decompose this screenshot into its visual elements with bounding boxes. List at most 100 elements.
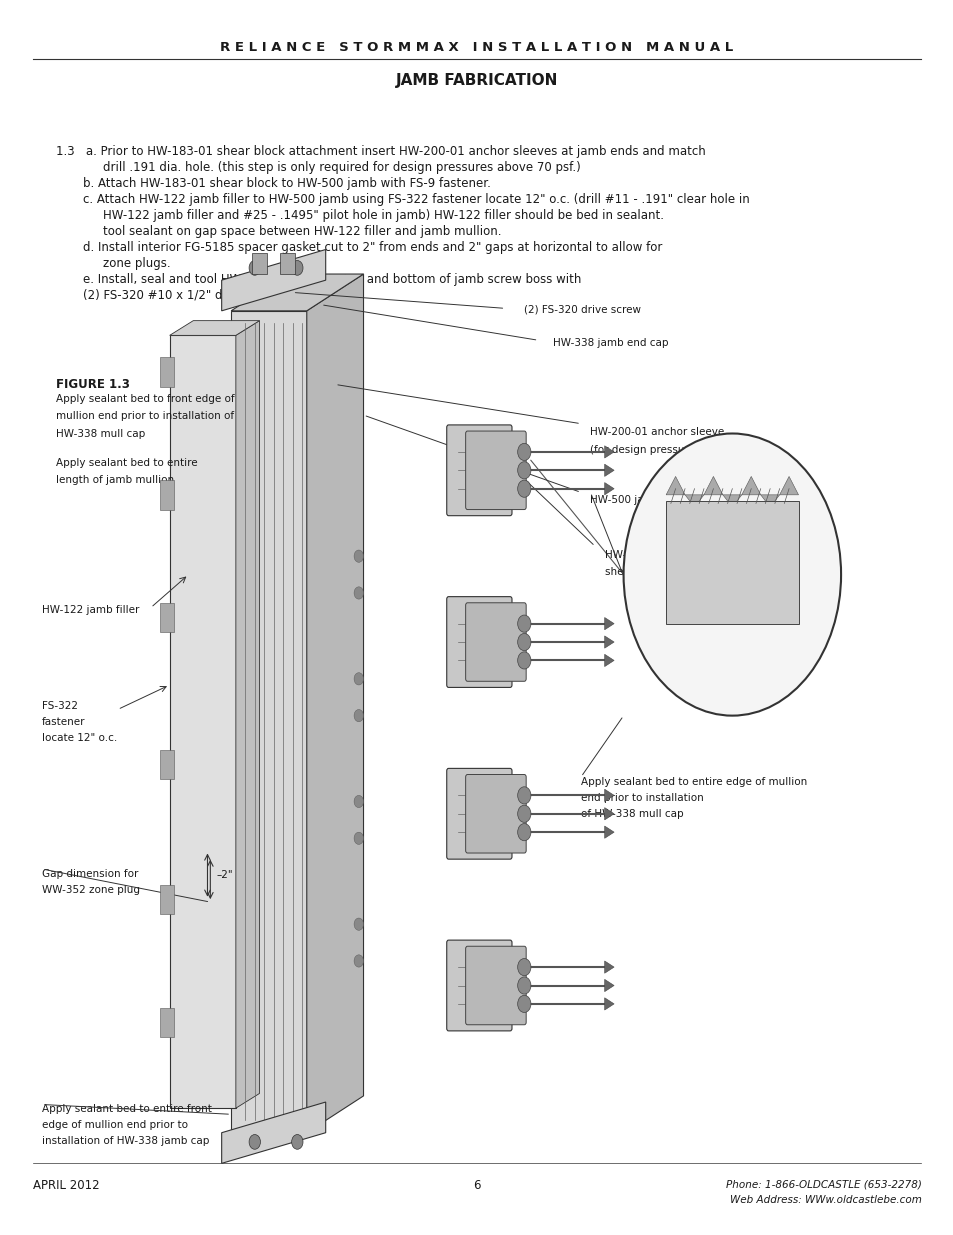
Text: HW-500 jamb mullion: HW-500 jamb mullion [590, 495, 702, 505]
Text: HW-338 mull cap: HW-338 mull cap [56, 429, 145, 438]
Circle shape [354, 550, 363, 562]
Polygon shape [760, 495, 779, 508]
Text: tool sealant on gap space between HW-122 filler and jamb mullion.: tool sealant on gap space between HW-122… [103, 225, 501, 238]
Text: APRIL 2012: APRIL 2012 [32, 1179, 99, 1192]
Text: installation of HW-338 jamb cap: installation of HW-338 jamb cap [42, 1136, 209, 1146]
Polygon shape [160, 357, 174, 387]
Circle shape [354, 955, 363, 967]
FancyBboxPatch shape [465, 946, 526, 1025]
Circle shape [354, 673, 363, 685]
Polygon shape [221, 249, 325, 311]
Text: drill .191 dia. hole. (this step is only required for design pressures above 70 : drill .191 dia. hole. (this step is only… [103, 162, 580, 174]
Polygon shape [703, 477, 722, 495]
Text: Phone: 1-866-OLDCASTLE (653-2278): Phone: 1-866-OLDCASTLE (653-2278) [725, 1179, 921, 1189]
Circle shape [249, 1135, 260, 1150]
Circle shape [517, 958, 531, 976]
Circle shape [517, 462, 531, 479]
Text: c. Attach HW-122 jamb filler to HW-500 jamb using FS-322 fastener locate 12" o.c: c. Attach HW-122 jamb filler to HW-500 j… [83, 193, 749, 206]
Circle shape [292, 261, 303, 275]
Circle shape [517, 805, 531, 823]
Text: d. Install interior FG-5185 spacer gasket cut to 2" from ends and 2" gaps at hor: d. Install interior FG-5185 spacer gaske… [83, 241, 661, 254]
Polygon shape [604, 961, 614, 973]
Circle shape [623, 433, 841, 715]
Polygon shape [604, 979, 614, 992]
Text: (for design pressures above 70 psf): (for design pressures above 70 psf) [590, 445, 775, 454]
Circle shape [517, 634, 531, 651]
Text: (2) FS-320 #10 x 1/2" drive screws.: (2) FS-320 #10 x 1/2" drive screws. [83, 289, 293, 301]
Polygon shape [170, 321, 259, 336]
Polygon shape [604, 808, 614, 820]
Text: (2) FS-320 drive screw: (2) FS-320 drive screw [524, 305, 640, 315]
Text: JAMB FABRICATION: JAMB FABRICATION [395, 73, 558, 88]
Text: (4) FS-9: (4) FS-9 [651, 624, 692, 634]
Text: fasteners: fasteners [651, 641, 700, 651]
Polygon shape [307, 274, 363, 1132]
Text: zone plugs.: zone plugs. [103, 257, 171, 270]
Text: WW-352 zone plug: WW-352 zone plug [42, 885, 140, 895]
Polygon shape [741, 477, 760, 495]
Polygon shape [604, 789, 614, 802]
Text: edge of mullion end prior to: edge of mullion end prior to [42, 1120, 188, 1130]
Polygon shape [231, 311, 307, 1132]
Polygon shape [160, 480, 174, 510]
Text: HW-200-01 anchor sleeve: HW-200-01 anchor sleeve [590, 427, 724, 437]
Text: Apply sealant bed to entire: Apply sealant bed to entire [56, 458, 197, 468]
Text: R E L I A N C E   S T O R M M A X   I N S T A L L A T I O N   M A N U A L: R E L I A N C E S T O R M M A X I N S T … [220, 41, 733, 53]
Polygon shape [160, 885, 174, 914]
Polygon shape [604, 446, 614, 458]
Polygon shape [160, 750, 174, 779]
Polygon shape [280, 253, 295, 274]
Polygon shape [221, 1102, 325, 1163]
Polygon shape [604, 998, 614, 1010]
Text: 1.3   a. Prior to HW-183-01 shear block attachment insert HW-200-01 anchor sleev: 1.3 a. Prior to HW-183-01 shear block at… [56, 146, 705, 158]
Circle shape [354, 709, 363, 721]
Circle shape [517, 443, 531, 461]
Polygon shape [160, 603, 174, 632]
Polygon shape [604, 483, 614, 495]
Circle shape [517, 787, 531, 804]
Text: HW-183-01: HW-183-01 [604, 550, 662, 559]
Text: Gap dimension for: Gap dimension for [42, 869, 138, 879]
Text: shear block: shear block [604, 567, 664, 577]
Text: HW-338 jamb end cap: HW-338 jamb end cap [552, 338, 667, 348]
Circle shape [517, 652, 531, 669]
Text: 6: 6 [473, 1179, 480, 1192]
Text: of HW-338 mull cap: of HW-338 mull cap [580, 809, 683, 819]
Text: Web Address: WWw.oldcastlebe.com: Web Address: WWw.oldcastlebe.com [729, 1195, 921, 1205]
Circle shape [517, 977, 531, 994]
FancyBboxPatch shape [446, 768, 512, 860]
Text: HW-122 jamb filler and #25 - .1495" pilot hole in jamb) HW-122 filler should be : HW-122 jamb filler and #25 - .1495" pilo… [103, 209, 664, 222]
Polygon shape [170, 336, 235, 1108]
FancyBboxPatch shape [446, 940, 512, 1031]
Polygon shape [604, 655, 614, 667]
Text: b. Attach HW-183-01 shear block to HW-500 jamb with FS-9 fastener.: b. Attach HW-183-01 shear block to HW-50… [83, 177, 490, 190]
Text: end prior to installation: end prior to installation [580, 793, 703, 803]
Polygon shape [252, 253, 267, 274]
Circle shape [517, 995, 531, 1013]
FancyBboxPatch shape [446, 425, 512, 516]
Polygon shape [160, 1008, 174, 1037]
Text: locate 12" o.c.: locate 12" o.c. [42, 732, 117, 742]
Polygon shape [604, 618, 614, 630]
Text: fastener: fastener [42, 716, 86, 727]
Circle shape [292, 1135, 303, 1150]
FancyBboxPatch shape [446, 597, 512, 688]
Circle shape [517, 615, 531, 632]
Text: –2": –2" [216, 871, 233, 881]
Circle shape [517, 824, 531, 841]
Text: FS-322: FS-322 [42, 701, 78, 711]
Polygon shape [604, 464, 614, 477]
Polygon shape [235, 321, 259, 1108]
Circle shape [517, 480, 531, 498]
Text: Apply sealant bed to entire edge of mullion: Apply sealant bed to entire edge of mull… [580, 777, 806, 787]
Text: mullion end prior to installation of: mullion end prior to installation of [56, 411, 234, 421]
Text: e. Install, seal and tool HW-338 end caps to top and bottom of jamb screw boss w: e. Install, seal and tool HW-338 end cap… [83, 273, 580, 285]
Polygon shape [604, 826, 614, 839]
Text: Apply sealant bed to entire front: Apply sealant bed to entire front [42, 1104, 212, 1114]
Circle shape [354, 918, 363, 930]
FancyBboxPatch shape [665, 501, 798, 624]
Text: FIGURE 1.3: FIGURE 1.3 [56, 378, 130, 391]
Polygon shape [779, 477, 798, 495]
Polygon shape [604, 636, 614, 648]
Circle shape [354, 587, 363, 599]
